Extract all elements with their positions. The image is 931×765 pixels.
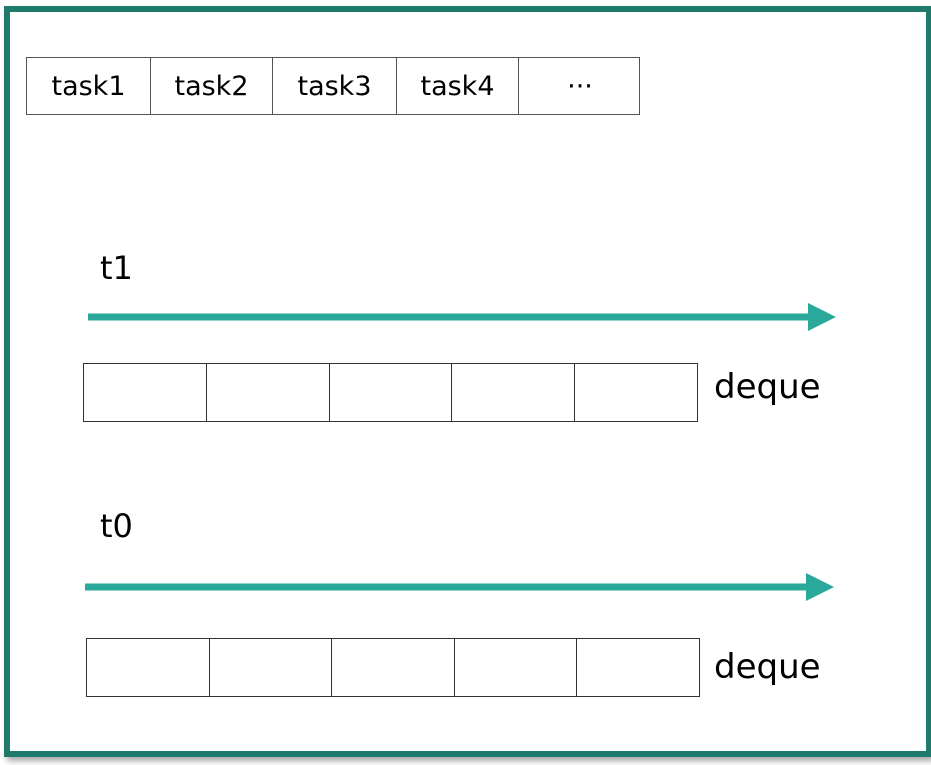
task-cell-2: task2 [151, 58, 273, 114]
deque-slot [455, 639, 578, 696]
deque-slot [207, 364, 330, 421]
deque-slot [87, 639, 210, 696]
task-cell-3: task3 [273, 58, 397, 114]
task-cell-4: task4 [397, 58, 519, 114]
thread-label-t1: t1 [100, 249, 133, 287]
deque-t0 [86, 638, 700, 697]
deque-t1 [83, 363, 698, 422]
task-cell-1: task1 [27, 58, 151, 114]
deque-label-t1: deque [714, 367, 821, 407]
task-cell-more: ··· [567, 70, 593, 102]
deque-slot [210, 639, 333, 696]
thread-label-t0: t0 [100, 507, 133, 545]
deque-label-t0: deque [714, 647, 821, 687]
deque-slot [577, 639, 699, 696]
task-queue: task1 task2 task3 task4 ··· [26, 57, 640, 115]
deque-slot [452, 364, 576, 421]
diagram-frame [4, 6, 931, 757]
deque-slot [330, 364, 453, 421]
deque-slot [332, 639, 455, 696]
deque-slot [575, 364, 697, 421]
deque-slot [84, 364, 207, 421]
